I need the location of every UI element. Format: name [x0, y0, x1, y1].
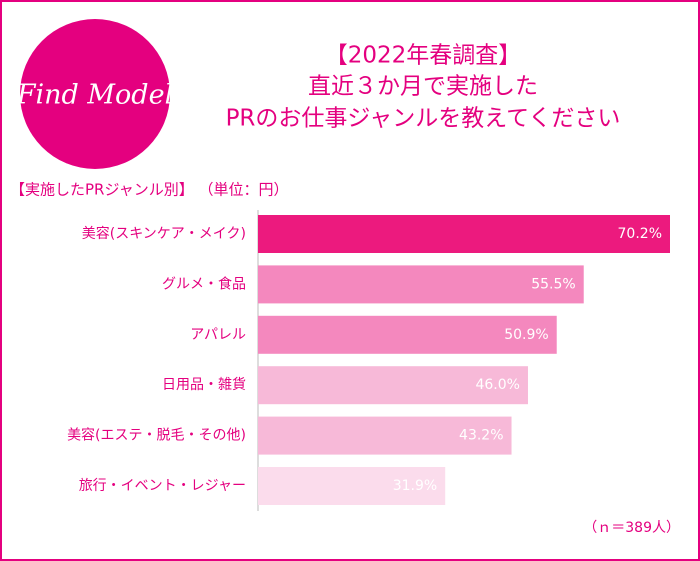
value-label: 43.2% [459, 428, 503, 444]
y-tick-label: 日用品・雑貨 [162, 376, 246, 393]
y-tick-label: 美容(エステ・脱毛・その他) [67, 427, 246, 444]
value-label: 31.9% [393, 478, 437, 494]
y-tick-label: 美容(スキンケア・メイク) [82, 225, 246, 242]
bar [258, 215, 670, 253]
note: （ｎ＝389人） [583, 520, 680, 536]
value-label: 55.5% [531, 276, 575, 292]
bar [258, 315, 557, 354]
chart-title: PRのお仕事ジャンルを教えてください [226, 106, 621, 132]
y-tick-label: グルメ・食品 [162, 275, 246, 292]
bar [258, 467, 446, 505]
y-tick-label: 旅行・イベント・レジャー [79, 478, 246, 494]
bar [258, 366, 528, 405]
bar [258, 265, 584, 304]
value-label: 46.0% [475, 377, 519, 393]
bar [258, 416, 512, 455]
value-label: 50.9% [504, 327, 548, 343]
chart-title: 直近３か月で実施した [308, 74, 538, 100]
subtitle: 【実施したPRジャンル別】 （単位：円） [10, 181, 289, 199]
chart-title: 【2022年春調査】 [325, 43, 522, 69]
value-label: 70.2% [618, 226, 662, 242]
logo-circle [20, 19, 170, 169]
y-tick-label: アパレル [190, 327, 246, 343]
logo-text: Find Model [16, 80, 173, 111]
